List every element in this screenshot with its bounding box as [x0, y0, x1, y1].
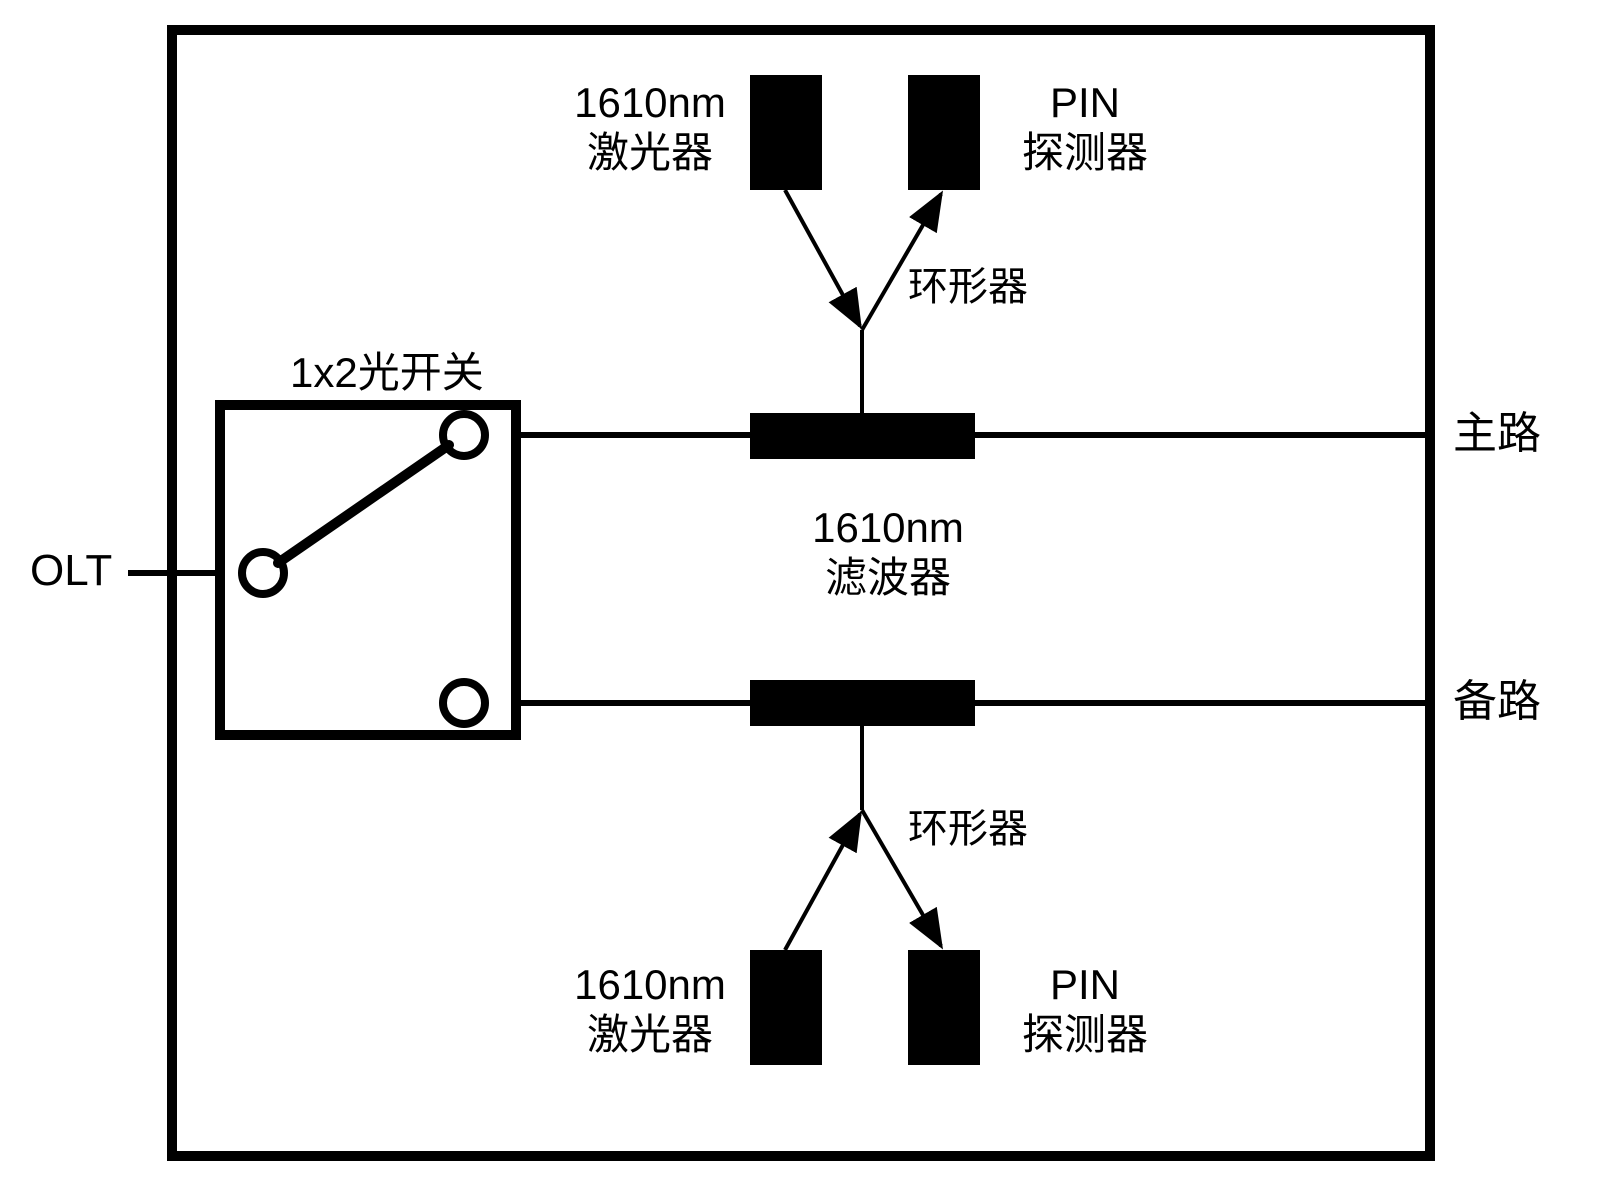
filter-label-line1: 1610nm [808, 503, 968, 553]
main-circulator-label: 环形器 [908, 263, 1028, 311]
backup-out-label: 备路 [1453, 676, 1541, 729]
backup-filter-block [750, 680, 975, 726]
backup-detector-label: PIN 探测器 [1005, 960, 1165, 1061]
main-filter-block [750, 413, 975, 459]
switch-title: 1x2光开关 [290, 348, 484, 398]
main-laser-label: 1610nm 激光器 [565, 78, 735, 179]
main-laser-label-line1: 1610nm [565, 78, 735, 128]
filter-label-line2: 滤波器 [808, 553, 968, 603]
main-laser-label-line2: 激光器 [565, 128, 735, 178]
backup-laser-to-junction [785, 814, 860, 950]
main-laser-to-junction [785, 190, 860, 326]
backup-laser-block [750, 950, 822, 1065]
backup-laser-label-line2: 激光器 [565, 1010, 735, 1060]
backup-detector-block [908, 950, 980, 1065]
backup-circulator-label: 环形器 [908, 805, 1028, 853]
main-detector-block [908, 75, 980, 190]
filter-label: 1610nm 滤波器 [808, 503, 968, 604]
main-laser-block [750, 75, 822, 190]
backup-detector-label-line2: 探测器 [1005, 1010, 1165, 1060]
switch-node-out-bottom [443, 682, 485, 724]
backup-laser-label-line1: 1610nm [565, 960, 735, 1010]
backup-detector-label-line1: PIN [1005, 960, 1165, 1010]
backup-laser-label: 1610nm 激光器 [565, 960, 735, 1061]
main-detector-label-line2: 探测器 [1005, 128, 1165, 178]
main-out-label: 主路 [1453, 408, 1541, 461]
main-detector-label: PIN 探测器 [1005, 78, 1165, 179]
main-detector-label-line1: PIN [1005, 78, 1165, 128]
olt-label: OLT [30, 545, 112, 598]
switch-arm [278, 445, 449, 563]
